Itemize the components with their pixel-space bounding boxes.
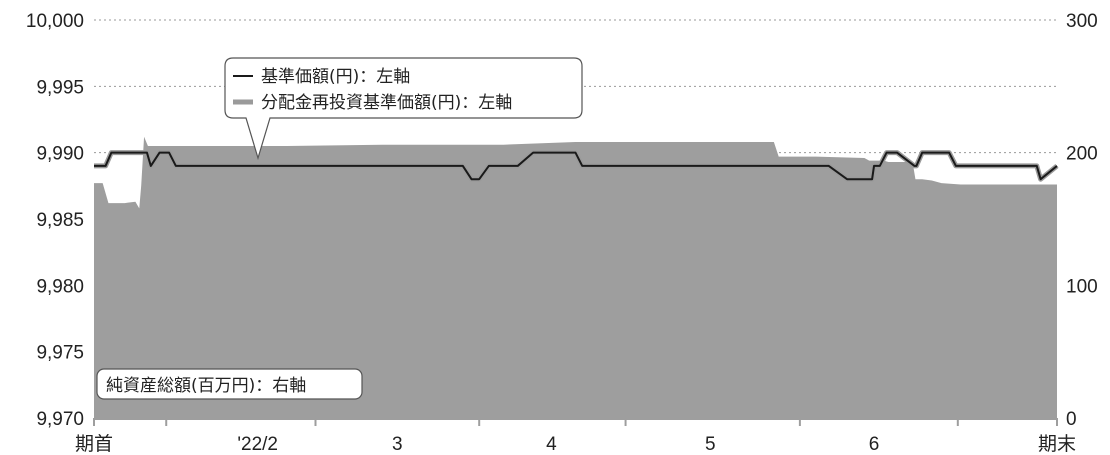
x-tick-label: 期首: [75, 433, 113, 455]
y-left-tick-label: 9,980: [36, 276, 84, 297]
y-left-tick-label: 9,990: [36, 144, 84, 165]
legend-reinvested-label: 分配金再投資基準価額(円)：左軸: [261, 93, 512, 113]
y-right-tick-label: 300: [1066, 11, 1098, 32]
x-tick-label: '22/2: [237, 434, 278, 455]
y-left-tick-label: 9,995: [36, 77, 84, 98]
area-label-box: [96, 368, 363, 400]
y-left-tick-label: 9,970: [36, 409, 84, 430]
x-tick-label: 期末: [1038, 433, 1076, 455]
area-label-text: 純資産総額(百万円)：右軸: [106, 376, 306, 396]
y-right-tick-label: 100: [1066, 276, 1098, 297]
legend-nav-label: 基準価額(円)：左軸: [261, 67, 410, 87]
y-left-tick-label: 9,985: [36, 210, 84, 231]
x-tick-label: 4: [546, 434, 557, 455]
y-right-tick-label: 0: [1066, 409, 1077, 430]
y-right-tick-label: 200: [1066, 144, 1098, 165]
line-layer: [94, 150, 1059, 182]
nav-line: [94, 151, 1058, 181]
x-tick-label: 5: [705, 434, 716, 455]
area-layer: [94, 136, 1057, 418]
x-tick-label: 6: [869, 434, 880, 455]
x-tick-label: 3: [392, 434, 403, 455]
y-left-tick-label: 9,975: [36, 343, 84, 364]
legend-box: [224, 57, 583, 161]
y-left-tick-label: 10,000: [26, 11, 84, 32]
axis-layer: 9,970 9,975 9,980 9,985 9,990 9,995 10,000 0 100…: [26, 11, 1098, 455]
assets-area: [94, 136, 1057, 418]
